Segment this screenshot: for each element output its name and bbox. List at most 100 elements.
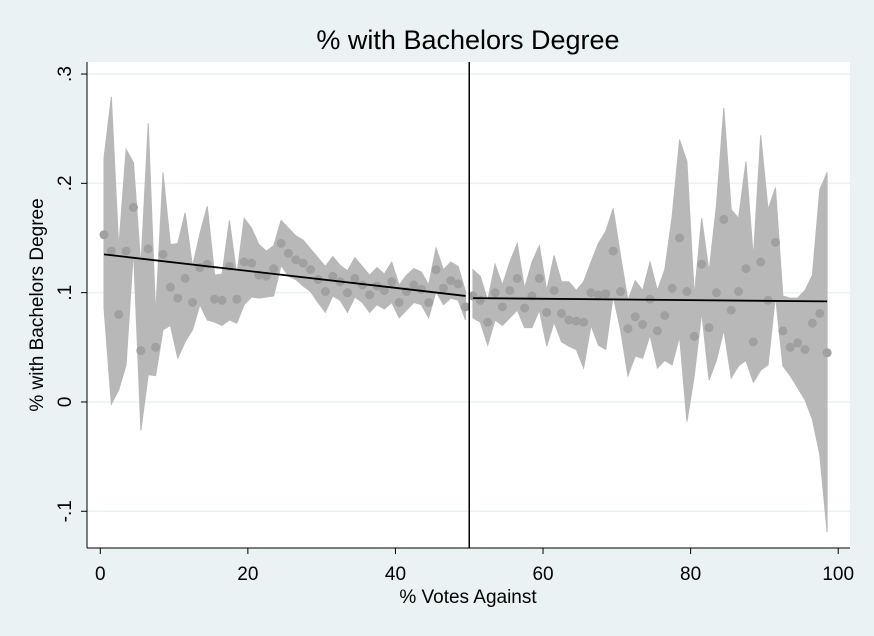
x-tick-label: 40 (385, 564, 406, 585)
y-tick-label: .3 (55, 66, 76, 82)
bin-point (387, 277, 397, 287)
bin-point (165, 282, 175, 292)
bin-point (217, 295, 227, 305)
bin-point (556, 308, 566, 318)
bin-point (121, 246, 131, 256)
bin-point (748, 337, 758, 347)
bin-point (601, 289, 611, 299)
bin-point (232, 294, 242, 304)
plot-layer (87, 62, 850, 548)
y-tick-label: .2 (55, 175, 76, 191)
bin-point (306, 265, 316, 275)
bin-point (579, 317, 589, 327)
bin-point (638, 319, 648, 329)
bin-point (320, 287, 330, 297)
y-tick-label: 0 (55, 397, 76, 408)
bin-point (689, 331, 699, 341)
bin-point (734, 287, 744, 297)
bin-point (616, 287, 626, 297)
bin-point (342, 288, 352, 298)
confidence-band (472, 107, 828, 533)
bin-point (630, 312, 640, 322)
bin-point (143, 244, 153, 254)
fit-line (103, 253, 466, 297)
bin-point (719, 214, 729, 224)
bin-point (424, 297, 434, 307)
bin-point (512, 273, 522, 283)
bin-point (586, 288, 596, 298)
bin-point (490, 288, 500, 298)
bin-point (593, 290, 603, 300)
bin-point (520, 303, 530, 313)
bin-point (365, 290, 375, 300)
bin-point (652, 326, 662, 336)
bin-point (675, 233, 685, 243)
bin-point (379, 285, 389, 295)
bin-point (800, 344, 810, 354)
bin-point (180, 273, 190, 283)
bin-point (778, 326, 788, 336)
bin-point (549, 285, 559, 295)
bin-point (328, 271, 338, 281)
bin-point (623, 324, 633, 334)
x-axis-label: % Votes Against (399, 587, 537, 608)
bin-point (726, 305, 736, 315)
bin-point (453, 279, 463, 289)
confidence-band (103, 96, 467, 431)
bin-point (461, 302, 471, 312)
bin-point (291, 255, 301, 265)
bin-point (128, 202, 138, 212)
x-tick-label: 0 (95, 564, 106, 585)
bin-point (136, 346, 146, 356)
bin-point (431, 265, 441, 275)
bin-point (793, 338, 803, 348)
bin-point (173, 293, 183, 303)
y-tick-label: -.1 (55, 500, 76, 522)
bin-point (188, 297, 198, 307)
bin-point (350, 273, 360, 283)
bin-point (239, 257, 249, 267)
bin-point (785, 342, 795, 352)
bin-point (483, 317, 493, 327)
bin-point (357, 280, 367, 290)
bin-point (114, 310, 124, 320)
bin-point (815, 308, 825, 318)
bin-point (564, 315, 574, 325)
bin-point (534, 273, 544, 283)
x-tick-label: 20 (237, 564, 258, 585)
bin-point (210, 294, 220, 304)
bin-point (298, 258, 308, 268)
bin-point (416, 284, 426, 294)
bin-point (283, 248, 293, 258)
bin-point (571, 316, 581, 326)
bin-point (608, 246, 618, 256)
bin-point (770, 237, 780, 247)
x-tick-label: 100 (822, 564, 854, 585)
bin-point (660, 311, 670, 321)
bin-point (667, 283, 677, 293)
bin-point (276, 238, 286, 248)
bin-point (247, 258, 257, 268)
y-tick-label: .1 (55, 285, 76, 301)
bin-point (497, 302, 507, 312)
y-axis-label: % with Bachelors Degree (27, 198, 48, 411)
bin-point (158, 249, 168, 259)
bin-point (269, 264, 279, 274)
bin-point (438, 283, 448, 293)
bin-point (99, 230, 109, 240)
x-tick-label: 80 (680, 564, 701, 585)
x-tick-label: 60 (532, 564, 553, 585)
bin-point (682, 287, 692, 297)
bin-point (394, 297, 404, 307)
bin-point (697, 259, 707, 269)
fit-line (472, 297, 828, 303)
bin-point (505, 285, 515, 295)
bin-point (151, 342, 161, 352)
bin-point (756, 257, 766, 267)
bin-point (711, 288, 721, 298)
bin-point (542, 307, 552, 317)
bin-point (409, 280, 419, 290)
bin-point (822, 348, 832, 358)
bin-point (475, 295, 485, 305)
